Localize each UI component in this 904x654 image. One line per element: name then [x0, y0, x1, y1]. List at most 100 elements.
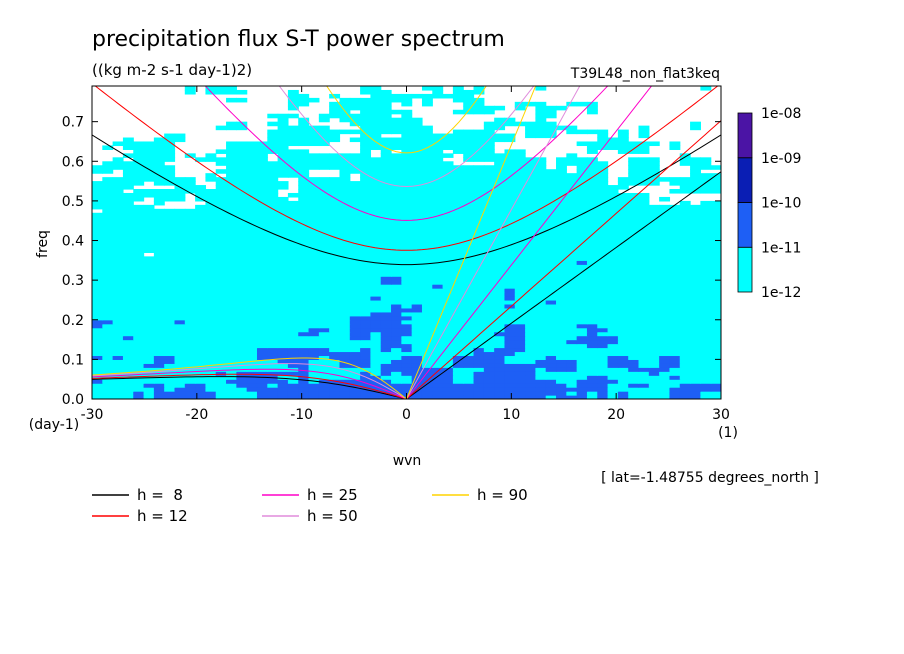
heatmap-cell: [153, 264, 165, 269]
heatmap-cell: [318, 157, 330, 162]
heatmap-cell: [442, 141, 454, 147]
heatmap-cell: [535, 173, 547, 178]
heatmap-cell: [339, 244, 351, 250]
heatmap-cell: [164, 311, 176, 317]
heatmap-cell: [153, 228, 165, 234]
heatmap-cell: [256, 216, 268, 222]
heatmap-cell: [494, 268, 506, 273]
heatmap-cell: [545, 359, 557, 364]
heatmap-cell: [617, 216, 629, 222]
heatmap-cell: [287, 379, 299, 384]
heatmap-cell: [463, 339, 475, 345]
heatmap-cell: [215, 292, 227, 297]
heatmap-cell: [256, 327, 268, 333]
heatmap-cell: [184, 264, 196, 269]
heatmap-cell: [504, 319, 516, 325]
heatmap-cell: [669, 355, 681, 360]
heatmap-cell: [329, 363, 341, 368]
heatmap-cell: [556, 173, 567, 178]
heatmap-cell: [638, 232, 650, 238]
heatmap-cell: [432, 292, 444, 297]
heatmap-cell: [535, 292, 547, 297]
heatmap-cell: [318, 347, 330, 353]
heatmap-cell: [277, 315, 289, 321]
heatmap-cell: [112, 379, 124, 384]
heatmap-cell: [277, 204, 289, 210]
heatmap-cell: [277, 307, 289, 313]
heatmap-cell: [463, 177, 475, 182]
heatmap-cell: [143, 165, 155, 170]
heatmap-cell: [545, 129, 557, 135]
heatmap-cell: [349, 367, 361, 372]
heatmap-cell: [195, 315, 207, 321]
heatmap-cell: [473, 256, 485, 261]
heatmap-cell: [308, 161, 320, 166]
heatmap-cell: [143, 256, 155, 261]
heatmap-cell: [133, 292, 145, 297]
heatmap-cell: [442, 153, 454, 158]
heatmap-cell: [690, 244, 701, 250]
heatmap-cell: [483, 343, 495, 349]
heatmap-cell: [411, 303, 423, 309]
heatmap-cell: [566, 129, 578, 135]
heatmap-cell: [638, 339, 650, 345]
heatmap-cell: [597, 371, 609, 376]
heatmap-cell: [143, 288, 155, 293]
heatmap-cell: [360, 295, 372, 301]
heatmap-cell: [122, 244, 134, 250]
heatmap-cell: [525, 169, 536, 174]
heatmap-cell: [349, 185, 361, 190]
heatmap-cell: [267, 315, 279, 321]
heatmap-cell: [205, 260, 217, 265]
heatmap-cell: [710, 387, 721, 392]
heatmap-cell: [205, 295, 217, 301]
heatmap-cell: [659, 351, 671, 357]
heatmap-cell: [525, 276, 536, 281]
run-name: T39L48_non_flat3keq: [570, 66, 720, 82]
heatmap-cell: [174, 327, 186, 333]
heatmap-cell: [122, 323, 134, 329]
heatmap-cell: [669, 323, 681, 329]
heatmap-cell: [349, 129, 361, 135]
heatmap-cell: [494, 196, 506, 202]
heatmap-cell: [153, 367, 165, 372]
heatmap-cell: [318, 375, 330, 380]
heatmap-cell: [710, 292, 721, 297]
heatmap-cell: [586, 200, 598, 206]
heatmap-cell: [287, 292, 299, 297]
heatmap-cell: [226, 311, 237, 317]
heatmap-cell: [195, 232, 207, 238]
heatmap-cell: [287, 288, 299, 293]
heatmap-cell: [411, 256, 423, 261]
heatmap-cell: [143, 280, 155, 285]
heatmap-cell: [700, 391, 712, 396]
heatmap-cell: [370, 339, 382, 345]
heatmap-cell: [421, 149, 433, 154]
heatmap-cell: [133, 303, 145, 309]
heatmap-cell: [411, 133, 423, 139]
heatmap-cell: [442, 220, 454, 226]
heatmap-cell: [586, 189, 598, 194]
heatmap-cell: [432, 383, 444, 388]
heatmap-cell: [597, 177, 609, 182]
heatmap-cell: [525, 129, 536, 135]
heatmap-cell: [483, 335, 495, 341]
heatmap-cell: [256, 169, 268, 174]
heatmap-cell: [545, 276, 557, 281]
heatmap-cell: [401, 256, 413, 261]
heatmap-cell: [411, 335, 423, 341]
heatmap-cell: [525, 335, 536, 341]
heatmap-cell: [133, 268, 145, 273]
heatmap-cell: [452, 367, 464, 372]
heatmap-cell: [628, 292, 640, 297]
heatmap-cell: [421, 200, 433, 206]
heatmap-cell: [112, 391, 124, 396]
heatmap-cell: [256, 315, 268, 321]
heatmap-cell: [607, 387, 619, 392]
heatmap-cell: [318, 204, 330, 210]
heatmap-cell: [421, 375, 433, 380]
heatmap-cell: [401, 93, 413, 99]
heatmap-cell: [473, 292, 485, 297]
heatmap-cell: [411, 220, 423, 226]
heatmap-cell: [628, 311, 640, 317]
